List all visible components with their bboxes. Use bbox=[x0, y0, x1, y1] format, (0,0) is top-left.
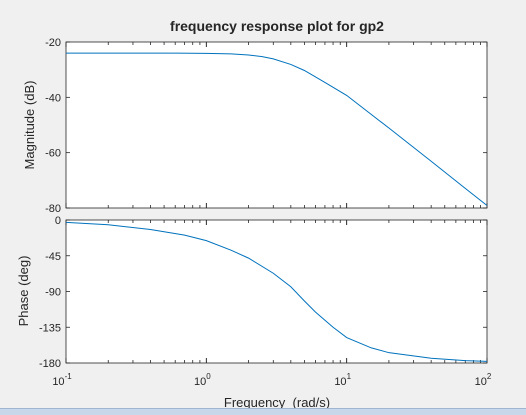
magnitude-ylabel: Magnitude (dB) bbox=[22, 81, 37, 170]
phase-ytick-label: -90 bbox=[45, 287, 61, 299]
chart-title: frequency response plot for gp2 bbox=[170, 18, 384, 34]
window-bottom-border bbox=[0, 408, 526, 415]
phase-ytick-label: -180 bbox=[39, 358, 61, 370]
phase-xtick-label: 100 bbox=[194, 372, 211, 388]
magnitude-plot-area bbox=[65, 41, 488, 209]
phase-series-line bbox=[65, 221, 488, 362]
phase-ytick-label: -45 bbox=[45, 251, 61, 263]
phase-xtick-label: 10-1 bbox=[52, 372, 72, 388]
magnitude-ytick-label: -20 bbox=[45, 37, 61, 49]
phase-ytick-label: -135 bbox=[39, 322, 61, 334]
frequency-xlabel: Frequency (rad/s) bbox=[224, 395, 330, 410]
magnitude-series-line bbox=[66, 52, 488, 206]
phase-ylabel: Phase (deg) bbox=[16, 256, 31, 327]
phase-plot-area bbox=[65, 219, 488, 364]
magnitude-axes: -20 -40 -60 -80 Magnitude (dB) bbox=[22, 37, 488, 215]
phase-xtick-label: 101 bbox=[334, 372, 351, 388]
phase-xtick-label: 102 bbox=[475, 372, 492, 388]
phase-axes: 0 -45 -90 -135 -180 Phase (deg) 10-1 100 101 10… bbox=[16, 215, 492, 410]
phase-ytick-label: 0 bbox=[55, 215, 61, 227]
magnitude-ytick-label: -40 bbox=[45, 92, 61, 104]
magnitude-ytick-label: -80 bbox=[45, 203, 61, 215]
magnitude-ytick-label: -60 bbox=[45, 148, 61, 160]
